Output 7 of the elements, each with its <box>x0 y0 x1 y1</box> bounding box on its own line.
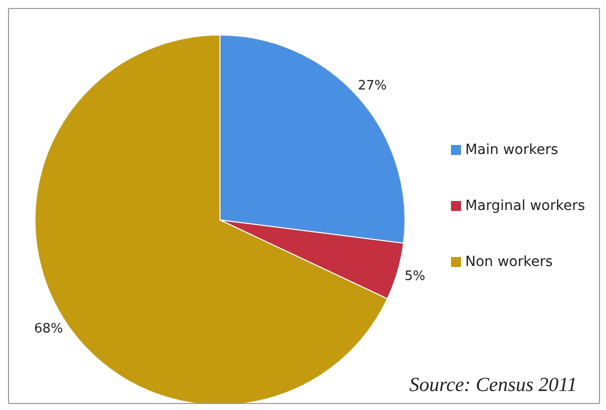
legend-label: Marginal workers <box>465 198 585 214</box>
legend-label: Non workers <box>465 254 553 270</box>
data-label: 27% <box>358 78 387 94</box>
source-note: Source: Census 2011 <box>409 374 577 397</box>
data-label: 68% <box>34 321 64 336</box>
legend-label: Main workers <box>465 142 558 158</box>
data-label: 5% <box>404 269 426 284</box>
